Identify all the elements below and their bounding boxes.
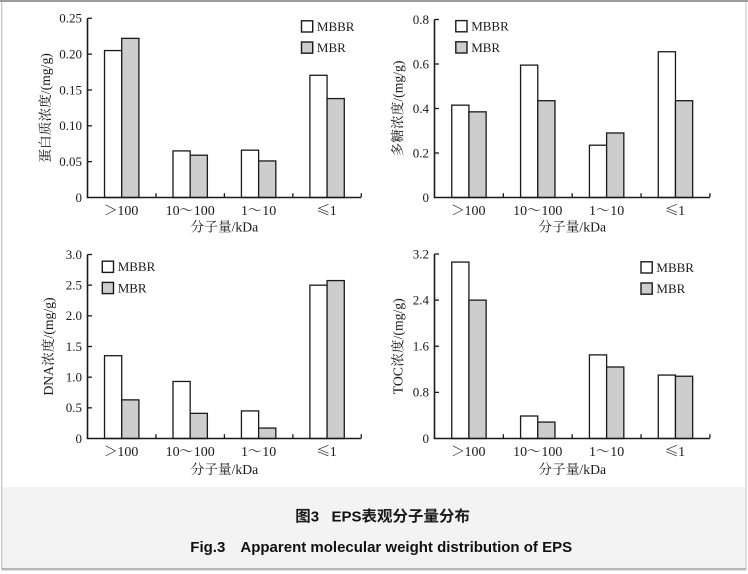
svg-text:3.2: 3.2: [413, 246, 429, 261]
svg-text:/(mg/g): /(mg/g): [41, 297, 57, 338]
svg-text:MBR: MBR: [656, 281, 685, 296]
svg-text:0: 0: [423, 190, 430, 205]
svg-text:10: 10: [610, 445, 624, 460]
svg-text:100: 100: [465, 204, 486, 219]
svg-text:0: 0: [423, 431, 430, 446]
svg-text:10: 10: [262, 204, 276, 219]
svg-text:/(mg/g): /(mg/g): [391, 298, 407, 339]
svg-text:1: 1: [330, 445, 337, 460]
svg-text:100: 100: [117, 204, 138, 219]
svg-text:0.25: 0.25: [59, 11, 82, 26]
svg-text:MBR: MBR: [471, 40, 500, 55]
svg-text:1: 1: [241, 204, 248, 219]
svg-text:/kDa: /kDa: [232, 462, 259, 477]
svg-text:10: 10: [610, 204, 624, 219]
svg-text:1.0: 1.0: [66, 369, 82, 384]
svg-text:2.5: 2.5: [66, 277, 82, 292]
svg-text:3.0: 3.0: [66, 247, 82, 262]
svg-text:0.8: 0.8: [413, 12, 429, 27]
svg-text:100: 100: [541, 204, 562, 219]
svg-text:0.2: 0.2: [413, 145, 429, 160]
svg-text:1: 1: [678, 204, 685, 219]
svg-text:10: 10: [513, 204, 527, 219]
svg-text:0.20: 0.20: [59, 46, 82, 61]
svg-text:1: 1: [589, 204, 596, 219]
svg-text:10: 10: [166, 204, 180, 219]
svg-text:Fig.3: Fig.3: [190, 539, 225, 556]
svg-text:MBBR: MBBR: [471, 19, 509, 34]
svg-text:0.8: 0.8: [413, 385, 429, 400]
svg-text:MBR: MBR: [317, 40, 346, 55]
svg-text:/kDa: /kDa: [579, 220, 606, 235]
svg-text:1.6: 1.6: [413, 339, 430, 354]
svg-text:1.5: 1.5: [66, 339, 82, 354]
svg-text:100: 100: [194, 445, 215, 460]
svg-text:2.0: 2.0: [66, 308, 82, 323]
svg-text:0.6: 0.6: [413, 56, 430, 71]
svg-text:1: 1: [241, 445, 248, 460]
svg-text:10: 10: [166, 445, 180, 460]
svg-text:10: 10: [513, 445, 527, 460]
svg-text:1: 1: [589, 445, 596, 460]
svg-text:Apparent molecular weight dist: Apparent molecular weight distribution o…: [240, 539, 572, 556]
svg-text:0.10: 0.10: [59, 118, 82, 133]
svg-text:0.15: 0.15: [59, 82, 82, 97]
svg-text:100: 100: [194, 204, 215, 219]
svg-text:1: 1: [330, 204, 337, 219]
svg-text:2.4: 2.4: [413, 292, 430, 307]
svg-text:0.4: 0.4: [413, 101, 430, 116]
svg-text:MBBR: MBBR: [118, 259, 156, 274]
svg-text:/kDa: /kDa: [232, 220, 259, 235]
svg-text:MBBR: MBBR: [656, 260, 694, 275]
svg-text:1: 1: [678, 445, 685, 460]
svg-text:TOC: TOC: [391, 367, 406, 394]
svg-text:EPS: EPS: [331, 509, 361, 526]
svg-text:MBBR: MBBR: [317, 19, 355, 34]
svg-text:10: 10: [262, 445, 276, 460]
svg-text:/(mg/g): /(mg/g): [390, 61, 406, 102]
svg-text:/(mg/g): /(mg/g): [38, 53, 54, 94]
svg-text:100: 100: [465, 445, 486, 460]
svg-text:DNA: DNA: [41, 366, 56, 396]
svg-text:100: 100: [117, 445, 138, 460]
svg-text:/kDa: /kDa: [579, 462, 606, 477]
svg-text:MBR: MBR: [118, 280, 147, 295]
svg-text:0: 0: [76, 431, 83, 446]
svg-text:3: 3: [311, 509, 319, 526]
svg-text:0.5: 0.5: [66, 400, 82, 415]
svg-text:100: 100: [541, 445, 562, 460]
svg-text:0: 0: [76, 190, 83, 205]
svg-text:0.05: 0.05: [59, 154, 82, 169]
